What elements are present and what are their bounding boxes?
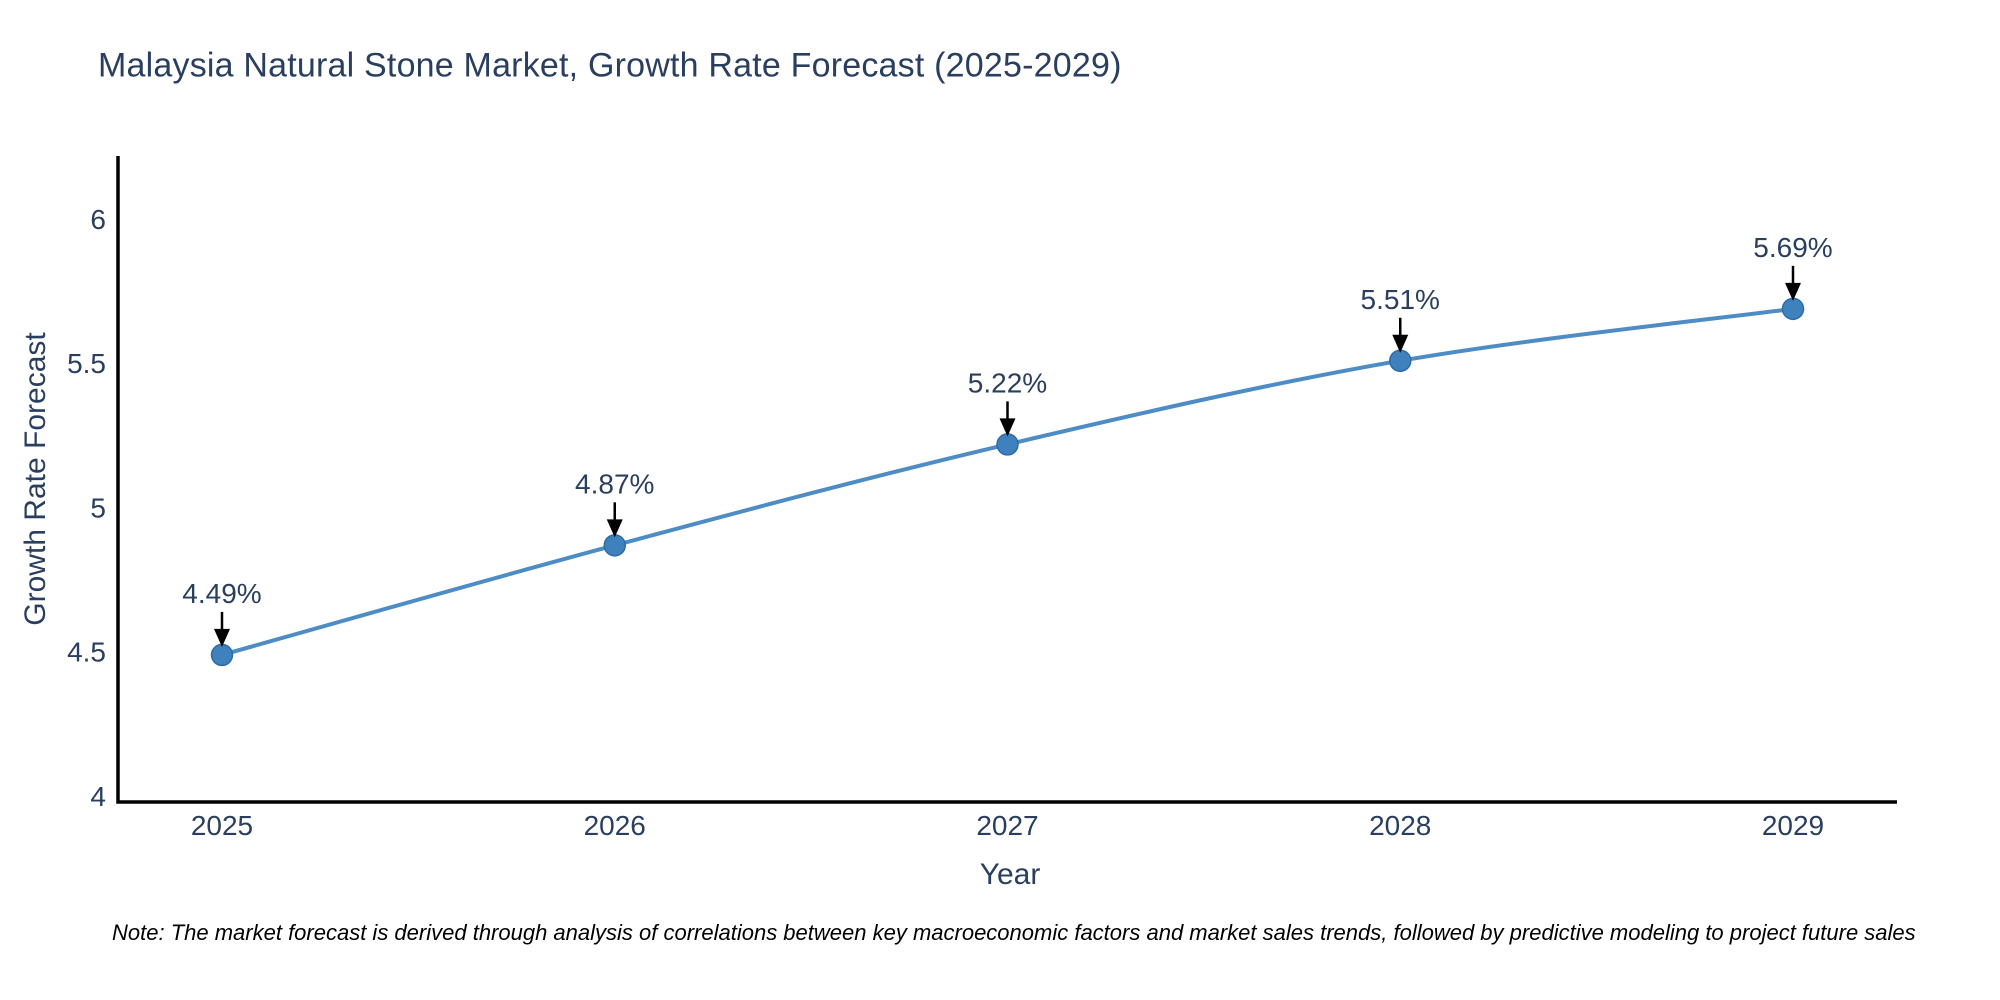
annotation-arrow-head xyxy=(606,519,623,538)
data-point-marker xyxy=(996,433,1019,456)
x-tick-label: 2028 xyxy=(1369,810,1431,841)
series-line xyxy=(221,306,1794,657)
axis-lines xyxy=(116,156,1897,804)
annotation-arrow-head xyxy=(999,418,1016,437)
y-tick-label: 5 xyxy=(90,492,106,523)
data-point-marker xyxy=(1389,349,1412,373)
x-tick-label: 2027 xyxy=(976,810,1038,841)
annotation-arrow-head xyxy=(1392,334,1409,353)
data-point-marker xyxy=(1781,297,1805,321)
y-tick-label: 6 xyxy=(90,204,106,235)
data-point-label: 4.49% xyxy=(182,578,261,609)
chart-title: Malaysia Natural Stone Market, Growth Ra… xyxy=(98,46,1122,85)
x-tick-label: 2025 xyxy=(191,810,253,841)
y-tick-label: 4.5 xyxy=(67,637,106,668)
y-tick-label: 5.5 xyxy=(67,348,106,379)
data-point-marker xyxy=(603,534,626,557)
data-point-label: 5.22% xyxy=(968,367,1047,398)
data-point-label: 4.87% xyxy=(575,468,654,499)
data-point-label: 5.51% xyxy=(1361,284,1440,315)
data-point-marker xyxy=(210,643,234,667)
data-point-label: 5.69% xyxy=(1753,232,1832,263)
annotation-arrow-head xyxy=(1785,282,1801,301)
annotation-arrow-head xyxy=(214,628,230,647)
y-tick-label: 4 xyxy=(90,781,106,812)
x-tick-label: 2026 xyxy=(584,810,646,841)
footnote: Note: The market forecast is derived thr… xyxy=(112,920,1916,945)
y-axis-title: Growth Rate Forecast xyxy=(19,332,52,626)
x-axis-title: Year xyxy=(979,858,1041,891)
x-tick-label: 2029 xyxy=(1762,810,1824,841)
